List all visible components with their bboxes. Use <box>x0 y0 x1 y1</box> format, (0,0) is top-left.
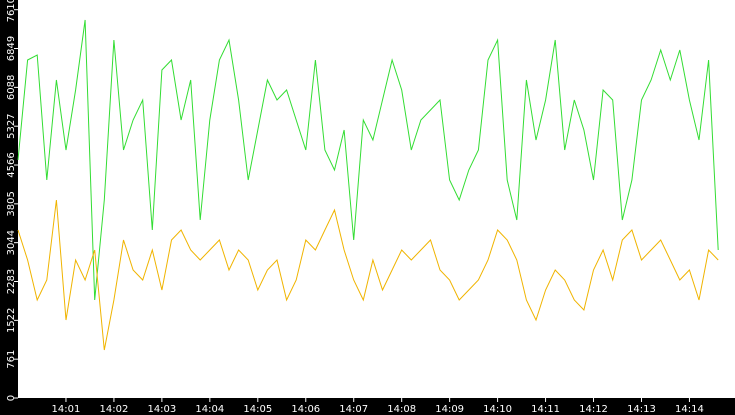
x-tick-label: 14:12 <box>579 404 608 415</box>
x-tick-label: 14:06 <box>291 404 320 415</box>
x-tick-label: 14:11 <box>531 404 560 415</box>
x-tick-label: 14:10 <box>483 404 512 415</box>
y-tick-label: 761 <box>6 350 17 369</box>
y-tick-label: 3044 <box>6 230 17 255</box>
y-tick-label: 3805 <box>6 191 17 216</box>
x-axis-band <box>0 398 735 415</box>
x-tick-label: 14:05 <box>243 404 272 415</box>
x-tick-label: 14:04 <box>195 404 224 415</box>
y-tick-label: 6088 <box>6 75 17 100</box>
y-tick-label: 0 <box>6 395 17 401</box>
x-tick-label: 14:13 <box>627 404 656 415</box>
x-tick-label: 14:02 <box>100 404 129 415</box>
line-series <box>17 19 719 301</box>
x-tick-label: 14:03 <box>147 404 176 415</box>
y-tick-label: 7610 <box>6 0 17 22</box>
y-axis-band <box>0 0 18 415</box>
y-tick-label: 1522 <box>6 308 17 333</box>
x-tick-label: 14:08 <box>387 404 416 415</box>
x-tick-label: 14:09 <box>435 404 464 415</box>
y-tick-label: 5327 <box>6 113 17 138</box>
y-tick-label: 4566 <box>6 152 17 177</box>
x-tick-label: 14:07 <box>339 404 368 415</box>
y-tick-label: 6849 <box>6 36 17 61</box>
y-tick-label: 2283 <box>6 269 17 294</box>
x-tick-label: 14:14 <box>675 404 704 415</box>
line-series <box>17 199 719 351</box>
x-tick-label: 14:01 <box>52 404 81 415</box>
